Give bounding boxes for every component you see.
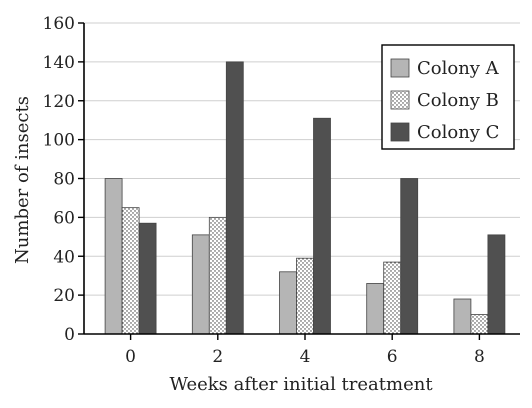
bar-colony-c-week-0 xyxy=(138,222,157,335)
bar-colony-a-week-4 xyxy=(279,271,297,335)
y-tick-label: 60 xyxy=(53,208,75,228)
legend-label: Colony C xyxy=(417,122,499,143)
y-axis-title: Number of insects xyxy=(12,96,33,264)
legend: Colony A Colony B Colony C xyxy=(381,44,515,150)
y-tick-label: 160 xyxy=(43,14,75,34)
legend-label: Colony A xyxy=(417,58,500,79)
bar-colony-a-week-6 xyxy=(366,283,385,335)
legend-label: Colony B xyxy=(417,90,499,111)
y-tick-label: 100 xyxy=(43,131,75,151)
y-tick-label: 20 xyxy=(53,286,75,306)
legend-swatch-colony-b xyxy=(390,90,410,110)
bar-colony-b-week-0 xyxy=(121,207,140,335)
bar-colony-b-week-8 xyxy=(470,314,489,335)
tick-labels: 0 20 40 60 80 100 120 140 160 0 2 4 6 8 xyxy=(43,14,485,367)
x-tick-label: 6 xyxy=(387,347,398,367)
x-axis-title: Weeks after initial treatment xyxy=(169,374,433,395)
bar-colony-c-week-6 xyxy=(400,178,419,335)
bar-colony-a-week-2 xyxy=(191,234,210,335)
bar-colony-c-week-4 xyxy=(313,117,331,335)
x-tick-label: 4 xyxy=(300,347,311,367)
y-tick-label: 140 xyxy=(43,53,75,73)
bar-colony-c-week-8 xyxy=(487,234,506,335)
bar-colony-a-week-0 xyxy=(104,178,123,335)
grid-lines xyxy=(84,22,520,296)
bar-colony-b-week-2 xyxy=(208,216,227,335)
legend-swatch-colony-c xyxy=(390,122,410,142)
y-tick-label: 120 xyxy=(43,92,75,112)
y-tick-label: 0 xyxy=(64,325,75,345)
bar-colony-a-week-8 xyxy=(453,298,472,335)
bar-colony-c-week-2 xyxy=(225,61,244,335)
x-tick-label: 8 xyxy=(474,347,485,367)
y-tick-label: 80 xyxy=(53,170,75,190)
axes xyxy=(78,22,520,340)
y-tick-label: 40 xyxy=(53,247,75,267)
x-tick-label: 2 xyxy=(212,347,223,367)
legend-swatch-colony-a xyxy=(390,58,410,78)
bar-colony-b-week-4 xyxy=(296,257,314,335)
bar-colony-b-week-6 xyxy=(383,261,402,335)
x-tick-label: 0 xyxy=(125,347,136,367)
